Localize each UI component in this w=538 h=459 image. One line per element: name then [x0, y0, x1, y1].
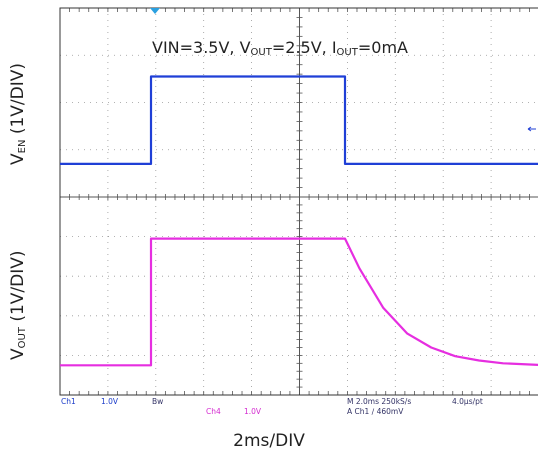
y-axis-label-top: VEN (1V/DIV) — [8, 62, 28, 165]
status-ch1-scale: 1.0V — [101, 397, 119, 406]
plot-frame — [59, 7, 538, 396]
chart-title: VIN=3.5V, VOUT=2.5V, IOUT=0mA — [152, 38, 408, 58]
markers — [150, 8, 536, 132]
grid — [59, 7, 538, 396]
x-axis-label: 2ms/DIV — [233, 431, 305, 451]
series-line-vout — [60, 237, 538, 367]
traces — [60, 75, 538, 367]
status-bw: Bw — [152, 397, 164, 406]
status-timebase: M 2.0ms 250kS/s — [347, 397, 412, 406]
status-trigger: A Ch1 ∕ 460mV — [347, 407, 404, 416]
y-axis-label-bottom: VOUT (1V/DIV) — [8, 250, 28, 360]
status-ch4-scale: 1.0V — [244, 407, 262, 416]
ch1-level-arrow-icon — [527, 126, 536, 132]
status-sample-interval: 4.0μs/pt — [452, 397, 483, 406]
series-line-ven — [60, 75, 538, 165]
status-ch1: Ch1 — [61, 397, 76, 406]
trigger-position-marker — [150, 8, 160, 14]
status-ch4: Ch4 — [206, 407, 221, 416]
